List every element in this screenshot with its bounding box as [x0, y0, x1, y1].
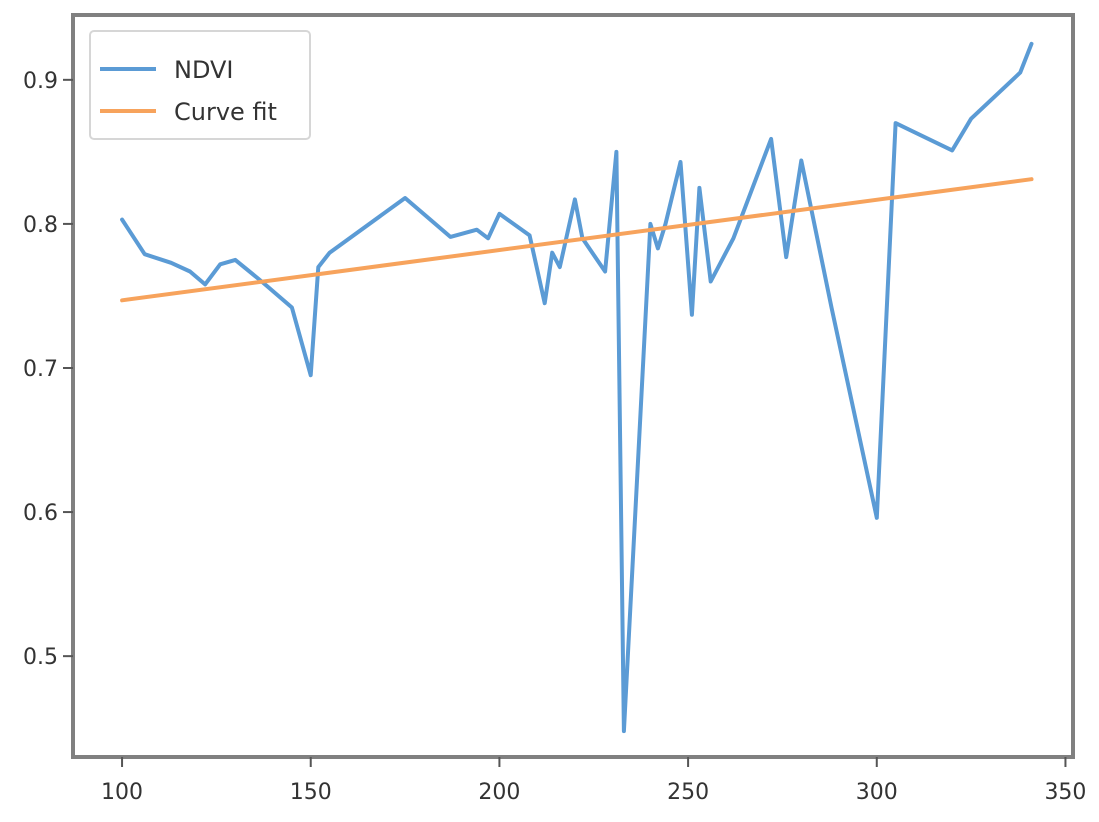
plot-frame	[71, 13, 1075, 759]
series-line-ndvi	[120, 41, 1034, 734]
y-tick-label: 0.7	[23, 357, 58, 382]
x-tick-label: 150	[290, 780, 332, 805]
y-axis: 0.5 0.6 0.7 0.8 0.9	[23, 69, 73, 670]
y-tick-label: 0.5	[23, 645, 58, 670]
x-tick-label: 200	[478, 780, 520, 805]
y-tick-label: 0.8	[23, 213, 58, 238]
x-axis: 100 150 200 250 300 350	[101, 757, 1086, 805]
x-tick-label: 250	[667, 780, 709, 805]
legend: NDVI Curve fit	[89, 30, 311, 140]
x-tick-label: 100	[101, 780, 143, 805]
x-tick-label: 350	[1044, 780, 1086, 805]
x-tick-label: 300	[856, 780, 898, 805]
series-layer	[120, 41, 1034, 734]
legend-label: NDVI	[174, 56, 234, 84]
series-line-curve-fit	[120, 177, 1034, 303]
legend-label: Curve fit	[174, 98, 277, 126]
y-tick-label: 0.9	[23, 69, 58, 94]
y-tick-label: 0.6	[23, 501, 58, 526]
